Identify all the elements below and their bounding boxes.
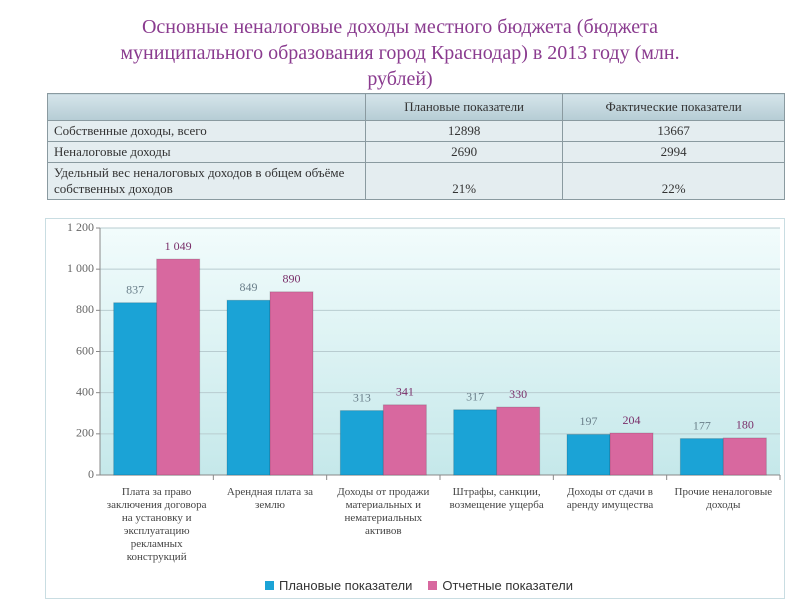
legend-label: Отчетные показатели: [442, 578, 574, 593]
data-label: 837: [126, 282, 144, 296]
y-tick-label: 1 200: [67, 220, 94, 234]
bar: [226, 299, 271, 476]
summary-table: Плановые показатели Фактические показате…: [47, 93, 785, 200]
slide-title: Основные неналоговые доходы местного бюд…: [120, 16, 680, 90]
legend-item: Отчетные показатели: [428, 578, 573, 593]
bar: [609, 432, 654, 476]
data-label: 849: [240, 280, 258, 294]
cell: 2690: [364, 141, 564, 163]
header-cell: Плановые показатели: [364, 93, 564, 121]
cell: 12898: [364, 120, 564, 142]
bar: [566, 433, 611, 476]
x-tick-label: Доходы от сдачи в аренду имущества: [566, 486, 654, 511]
cell: Собственные доходы, всего: [47, 120, 366, 142]
data-label: 890: [283, 272, 301, 286]
table-header: Плановые показатели Фактические показате…: [47, 93, 785, 121]
cell: 22%: [562, 162, 785, 200]
cell: 21%: [364, 162, 564, 200]
data-label: 330: [509, 387, 527, 401]
table-row: Удельный вес неналоговых доходов в общем…: [47, 162, 785, 200]
data-label: 204: [623, 413, 641, 427]
x-tick-label: Арендная плата за землю: [226, 486, 314, 511]
x-tick-label: Плата за право заключения договора на ус…: [106, 486, 207, 563]
x-tick-label: Доходы от продажи материальных и нематер…: [337, 486, 430, 537]
data-label: 177: [693, 418, 711, 432]
data-label: 1 049: [165, 239, 192, 253]
y-tick-label: 1 000: [67, 261, 94, 275]
bar: [269, 291, 314, 476]
data-label: 197: [580, 414, 598, 428]
data-label: 317: [466, 390, 484, 404]
legend: Плановые показатели Отчетные показатели: [265, 578, 573, 593]
x-tick-label: Прочие неналоговые доходы: [674, 486, 773, 511]
bar: [156, 258, 201, 476]
legend-swatch: [428, 581, 438, 590]
data-label: 313: [353, 390, 371, 404]
bar: [496, 406, 541, 476]
bar: [679, 438, 724, 476]
legend-item: Плановые показатели: [265, 578, 412, 593]
header-cell: [47, 93, 366, 121]
cell: Неналоговые доходы: [47, 141, 366, 163]
header-cell: Фактические показатели: [562, 93, 785, 121]
table-row: Неналоговые доходы 2690 2994: [47, 141, 785, 163]
legend-label: Плановые показатели: [279, 578, 413, 593]
data-label: 180: [736, 418, 754, 432]
y-tick-label: 800: [76, 302, 94, 316]
cell: 2994: [562, 141, 785, 163]
chart-frame: [45, 218, 785, 599]
x-tick-label: Штрафы, санкции, возмещение ущерба: [449, 486, 544, 511]
y-tick-label: 0: [88, 467, 94, 481]
cell: Удельный вес неналоговых доходов в общем…: [47, 162, 366, 200]
y-tick-label: 600: [76, 343, 94, 357]
y-tick-label: 200: [76, 426, 94, 440]
y-tick-label: 400: [76, 384, 94, 398]
data-label: 341: [396, 385, 414, 399]
legend-swatch: [265, 581, 274, 590]
table-row: Собственные доходы, всего 12898 13667: [47, 120, 785, 142]
bar: [339, 410, 384, 476]
bar: [113, 302, 158, 476]
bar: [722, 437, 767, 476]
bar: [453, 409, 498, 476]
cell: 13667: [562, 120, 785, 142]
bar: [382, 404, 427, 476]
